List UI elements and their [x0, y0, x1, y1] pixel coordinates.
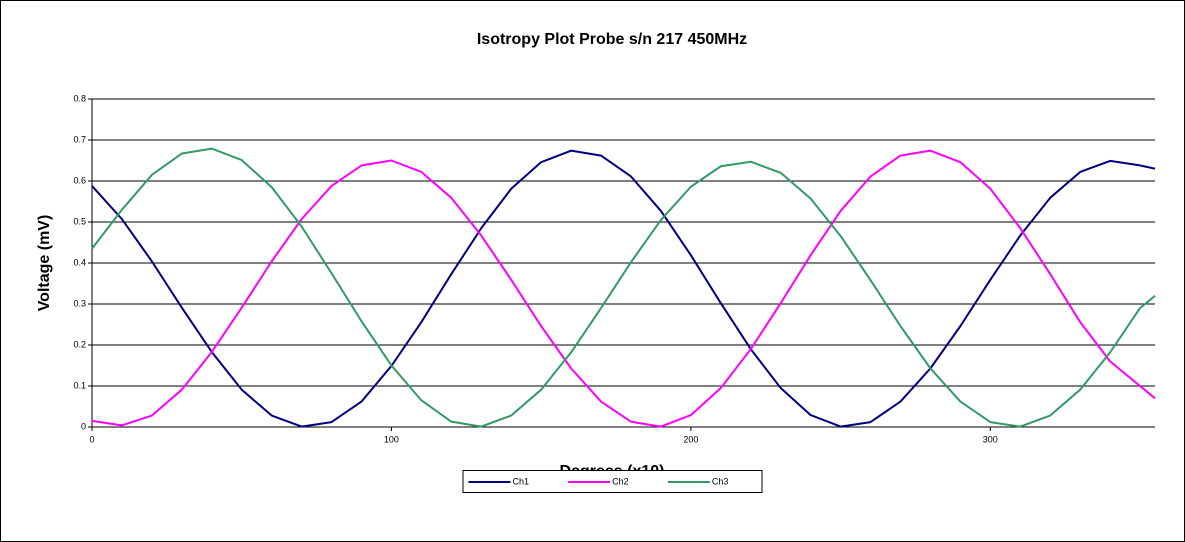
- y-tick-label: 0.6: [73, 175, 86, 185]
- y-tick-label: 0: [81, 421, 86, 431]
- legend-box: [462, 470, 763, 493]
- y-tick-label: 0.1: [73, 380, 86, 390]
- x-tick-label: 100: [384, 434, 399, 444]
- x-tick-label: 200: [683, 434, 698, 444]
- y-tick-label: 0.3: [73, 298, 86, 308]
- series-line: [91, 149, 1156, 428]
- chart-title: Isotropy Plot Probe s/n 217 450MHz: [477, 31, 747, 48]
- y-tick-label: 0.8: [73, 93, 86, 103]
- series-line: [91, 149, 1156, 428]
- x-tick-label: 0: [89, 434, 94, 444]
- legend-label: Ch1: [513, 476, 530, 486]
- y-tick-label: 0.2: [73, 339, 86, 349]
- y-tick-label: 0.5: [73, 216, 86, 226]
- y-tick-label: 0.7: [73, 134, 86, 144]
- y-tick-label: 0.4: [73, 257, 86, 267]
- series-line: [91, 147, 1156, 428]
- y-axis-title: Voltage (mV): [36, 215, 53, 312]
- legend-label: Ch2: [612, 476, 629, 486]
- x-tick-label: 300: [983, 434, 998, 444]
- legend-label: Ch3: [712, 476, 729, 486]
